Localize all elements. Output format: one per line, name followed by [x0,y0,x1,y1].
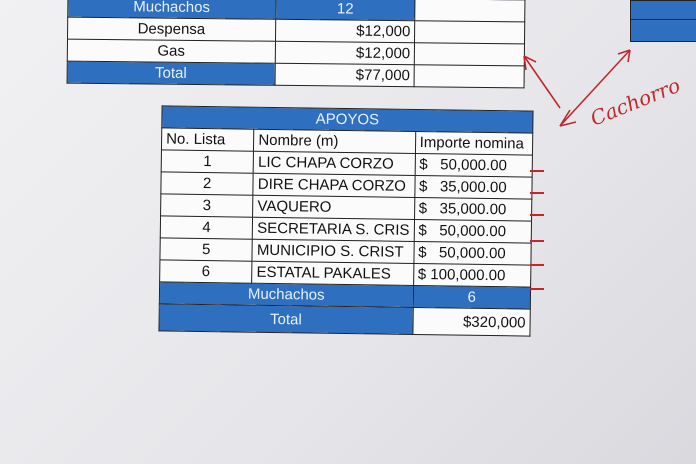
red-tick-mark [530,288,544,290]
cell-no: 3 [160,193,254,218]
cell-name: MUNICIPIO S. CRIST [252,239,414,264]
cell-amount: $ 50,000.00 [413,241,532,266]
cell-no: 4 [160,215,253,240]
summary-table: Muchachos 12 Despensa $12,000 Gas $12,000 T… [67,0,526,88]
red-tick-mark [530,192,544,194]
cell-amount: $ 100,000.00 [413,263,531,288]
cell-no: 6 [159,259,253,284]
cell-name: SECRETARIA S. CRIS [252,217,415,242]
handwritten-arrows-annotation: Cachorro [523,49,684,131]
partial-side-table [630,0,696,42]
cell-amount: $ 35,000.00 [414,175,533,200]
red-tick-mark [530,170,544,172]
total-row: Total $77,000 [67,61,525,88]
apoyos-table: APOYOS No. Lista Nombre (m) Importe nomi… [158,105,534,337]
cell-name: VAQUERO [252,195,415,220]
cell-no: 2 [160,171,254,196]
cell-no: 1 [161,149,254,174]
red-tick-mark [530,214,544,216]
cell-amount: $ 50,000.00 [413,219,532,244]
cell-name: DIRE CHAPA CORZO [253,173,415,198]
cell-name: ESTATAL PAKALES [251,261,414,286]
red-tick-mark [530,240,544,242]
cell-no: 5 [159,237,253,262]
cell-name: LIC CHAPA CORZO [253,151,416,176]
red-tick-mark [530,264,544,266]
total-row: Total $320,000 [158,303,531,337]
cell-amount: $ 35,000.00 [414,197,532,222]
cell-amount: $ 50,000.00 [414,153,533,178]
